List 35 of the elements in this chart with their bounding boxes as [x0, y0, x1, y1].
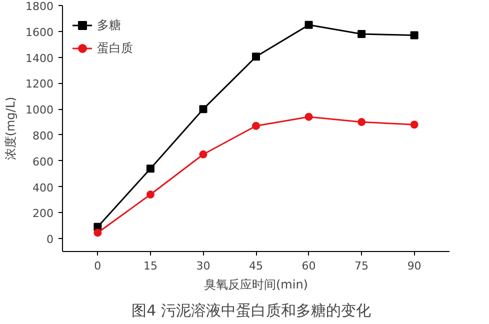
y-tick-label: 1200 — [26, 78, 54, 91]
x-tick-label: 90 — [407, 260, 422, 272]
x-tick-label: 15 — [143, 260, 158, 272]
point — [410, 120, 418, 129]
point — [146, 190, 154, 199]
point — [252, 122, 260, 130]
x-tick-label: 75 — [354, 260, 369, 272]
y-tick-label: 400 — [32, 181, 54, 194]
point — [146, 164, 154, 173]
point — [304, 20, 313, 29]
point — [304, 112, 313, 121]
y-tick-label: 1800 — [26, 0, 54, 13]
point — [199, 105, 208, 114]
point — [358, 30, 366, 38]
y-axis-title: 浓度(mg/L) — [4, 96, 18, 160]
point — [358, 118, 366, 126]
y-tick-label: 1000 — [26, 104, 54, 117]
y-tick-label: 800 — [32, 129, 54, 142]
point — [252, 52, 260, 61]
point — [410, 31, 418, 40]
x-tick-label: 0 — [94, 260, 102, 272]
legend-label: 多糖 — [97, 16, 121, 34]
x-tick-label: 45 — [249, 260, 263, 272]
y-tick-label: 600 — [32, 155, 54, 168]
y-tick-label: 0 — [46, 233, 54, 246]
y-tick-label: 1600 — [26, 26, 54, 39]
legend-label: 蛋白质 — [97, 40, 133, 56]
point — [199, 150, 208, 158]
x-tick-label: 60 — [302, 260, 316, 272]
text: 图4 污泥溶液中蛋白质和多糖的变化 — [132, 302, 371, 320]
y-tick-label: 1400 — [26, 52, 54, 65]
x-tick-label: 30 — [196, 260, 210, 272]
x-axis-title: 臭氧反应时间(min) — [204, 278, 308, 292]
point — [94, 228, 102, 237]
y-tick-label: 200 — [32, 207, 54, 220]
